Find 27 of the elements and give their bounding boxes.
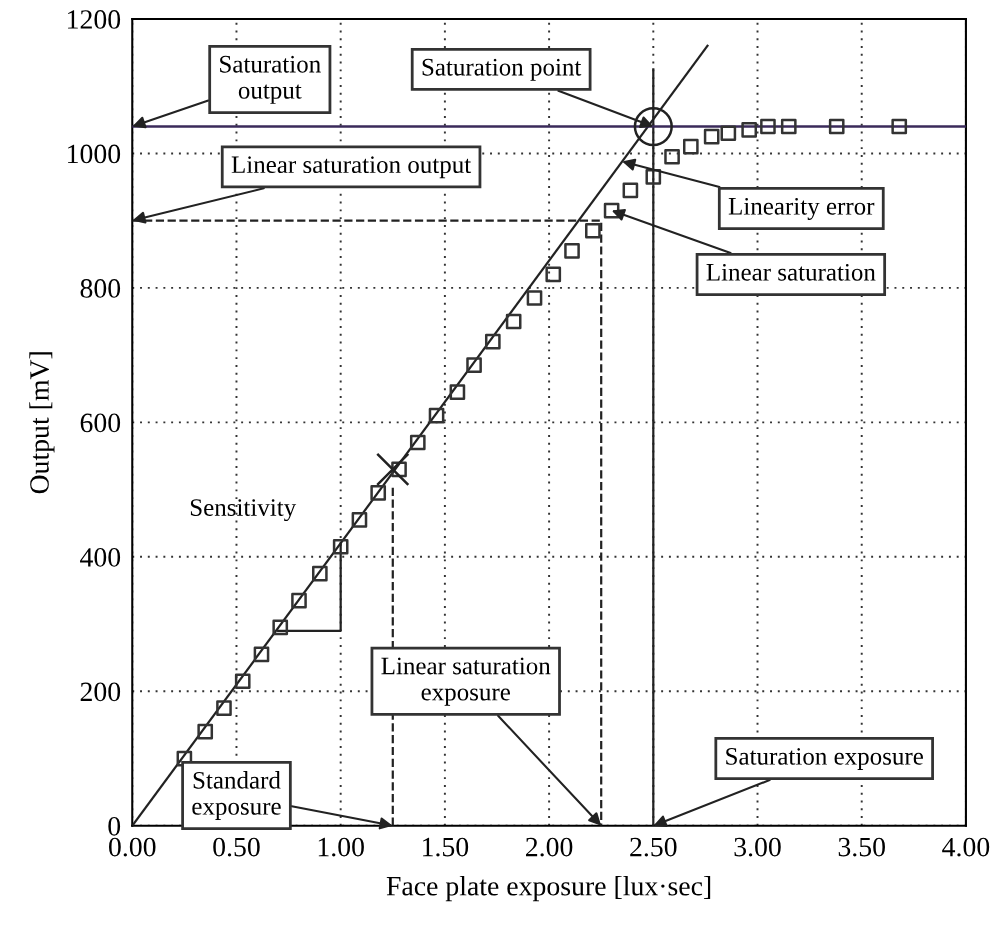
annotation: Saturation exposure (726, 748, 923, 770)
x-tick-label: 0.50 (213, 837, 260, 857)
annotation: Saturation output (220, 55, 321, 104)
annotation: Saturation point (422, 58, 582, 81)
annotation: Standard exposure (192, 771, 281, 820)
x-tick-label: 2.00 (526, 837, 573, 857)
x-tick-label: 1.00 (318, 837, 364, 857)
y-tick-label: 1200 (68, 10, 121, 29)
x-tick-label: 3.00 (734, 837, 781, 857)
x-axis-title: Face plate exposure [lux·sec] (386, 875, 711, 902)
y-axis-title: Output [mV] (29, 352, 55, 494)
y-tick-label: 800 (80, 279, 121, 298)
annotation: Linearity error (728, 197, 875, 220)
y-tick-label: 400 (80, 548, 121, 567)
annotation: Sensitivity (190, 499, 297, 522)
x-tick-label: 1.50 (423, 837, 469, 857)
y-tick-label: 600 (80, 413, 121, 433)
annotation: Linear saturation exposure (381, 657, 551, 706)
y-tick-label: 0 (108, 816, 121, 836)
y-tick-label: 200 (80, 682, 121, 702)
x-tick-label: 0.00 (109, 837, 156, 857)
y-tick-label: 1000 (68, 144, 121, 164)
annotation: Linear saturation (706, 263, 876, 281)
x-tick-label: 2.50 (630, 837, 677, 857)
annotation: Linear saturation output (231, 156, 472, 179)
x-tick-label: 3.50 (838, 837, 885, 857)
x-tick-label: 4.00 (942, 837, 990, 857)
